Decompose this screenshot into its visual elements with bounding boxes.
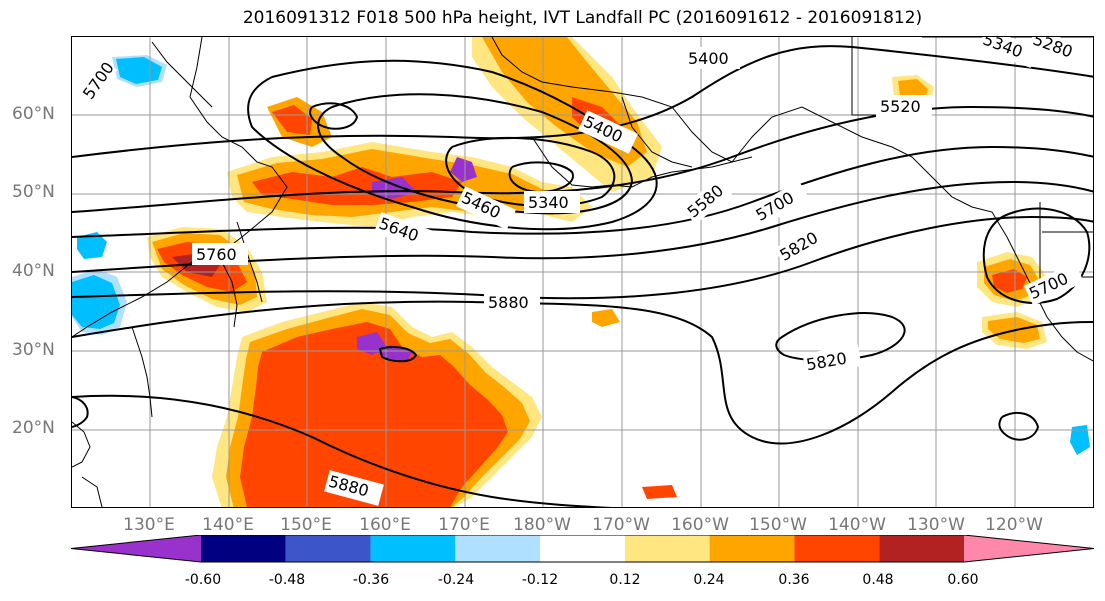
- contour-label-5880-center: 5880: [488, 293, 529, 312]
- lon-label-170e: 170°E: [438, 515, 490, 535]
- lon-label-130w: 130°W: [907, 515, 965, 535]
- colorbar-segment: [794, 535, 880, 562]
- map-canvas: 5700 5400 5340 5280 5520 5400 5460 5340 …: [72, 37, 1093, 507]
- lon-label-140w: 140°W: [828, 515, 886, 535]
- lon-label-160w: 160°W: [671, 515, 729, 535]
- lat-label-60n: 60°N: [12, 104, 55, 124]
- lat-label-50n: 50°N: [12, 182, 55, 202]
- lon-label-130e: 130°E: [123, 515, 175, 535]
- colorbar-segment: [540, 535, 625, 562]
- colorbar-segment: [370, 535, 456, 562]
- contour-label-bg: [373, 212, 435, 252]
- colorbar-segment: [71, 535, 201, 562]
- contour-label-bg: [774, 220, 834, 268]
- colorbar-label-p048: 0.48: [862, 572, 894, 588]
- lat-label-30n: 30°N: [12, 340, 55, 360]
- lon-label-120w: 120°W: [985, 515, 1043, 535]
- colorbar-label-n036: -0.36: [352, 572, 390, 588]
- contour-label-bg: [324, 470, 384, 506]
- colorbar: [70, 535, 1095, 563]
- contour-label-bg: [455, 186, 517, 230]
- contour-label-bg: [76, 57, 118, 103]
- contour-label-5820-south: 5820: [805, 349, 848, 375]
- colorbar-label-p012: 0.12: [609, 572, 641, 588]
- colorbar-label-n048: -0.48: [268, 572, 306, 588]
- colorbar-label-n012: -0.12: [521, 572, 559, 588]
- lon-label-180w: 180°W: [513, 515, 571, 535]
- colorbar-label-p024: 0.24: [693, 572, 725, 588]
- height-contours: [72, 45, 1093, 507]
- lon-label-170w: 170°W: [592, 515, 650, 535]
- colorbar-segment: [285, 535, 371, 562]
- contour-label-bg: [484, 291, 540, 313]
- colorbar-segment: [624, 535, 710, 562]
- chart-title: 2016091312 F018 500 hPa height, IVT Land…: [242, 8, 923, 28]
- contour-label-bg: [750, 180, 810, 228]
- contour-label-bg: [577, 110, 639, 154]
- lon-label-160e: 160°E: [359, 515, 411, 535]
- gridlines: [72, 37, 1093, 507]
- contour-label-bg: [1027, 37, 1089, 68]
- contour-label-5400-north: 5400: [688, 49, 729, 68]
- colorbar-segment: [201, 535, 286, 562]
- contour-label-5520: 5520: [880, 97, 921, 116]
- colorbar-label-n060: -0.60: [184, 572, 222, 588]
- contour-label-bg: [192, 243, 248, 265]
- colorbar-segment: [879, 535, 964, 562]
- lat-label-40n: 40°N: [12, 261, 55, 281]
- lon-label-150e: 150°E: [280, 515, 332, 535]
- colorbar-segment: [455, 535, 541, 562]
- contour-label-bg: [684, 47, 740, 69]
- contour-label-bg: [681, 171, 739, 225]
- colorbar-segments: [70, 535, 1095, 563]
- ivt-negative-regions: [72, 55, 1090, 455]
- colorbar-label-n024: -0.24: [437, 572, 475, 588]
- contour-label-bg: [977, 37, 1039, 68]
- colorbar-segment: [964, 535, 1094, 562]
- contour-label-bg: [876, 95, 932, 117]
- contour-label-bg: [1023, 262, 1085, 306]
- colorbar-label-p060: 0.60: [947, 572, 979, 588]
- contour-label-bg: [802, 344, 862, 376]
- lon-label-150w: 150°W: [749, 515, 807, 535]
- colorbar-outline: [70, 535, 1095, 563]
- contour-label-5760: 5760: [196, 245, 237, 264]
- colorbar-label-p036: 0.36: [778, 572, 810, 588]
- colorbar-segment: [709, 535, 795, 562]
- contour-label-bg: [524, 191, 580, 213]
- lon-label-140e: 140°E: [202, 515, 254, 535]
- contour-label-5340-center: 5340: [528, 193, 569, 212]
- lat-label-20n: 20°N: [12, 418, 55, 438]
- map-panel: 5700 5400 5340 5280 5520 5400 5460 5340 …: [71, 36, 1094, 508]
